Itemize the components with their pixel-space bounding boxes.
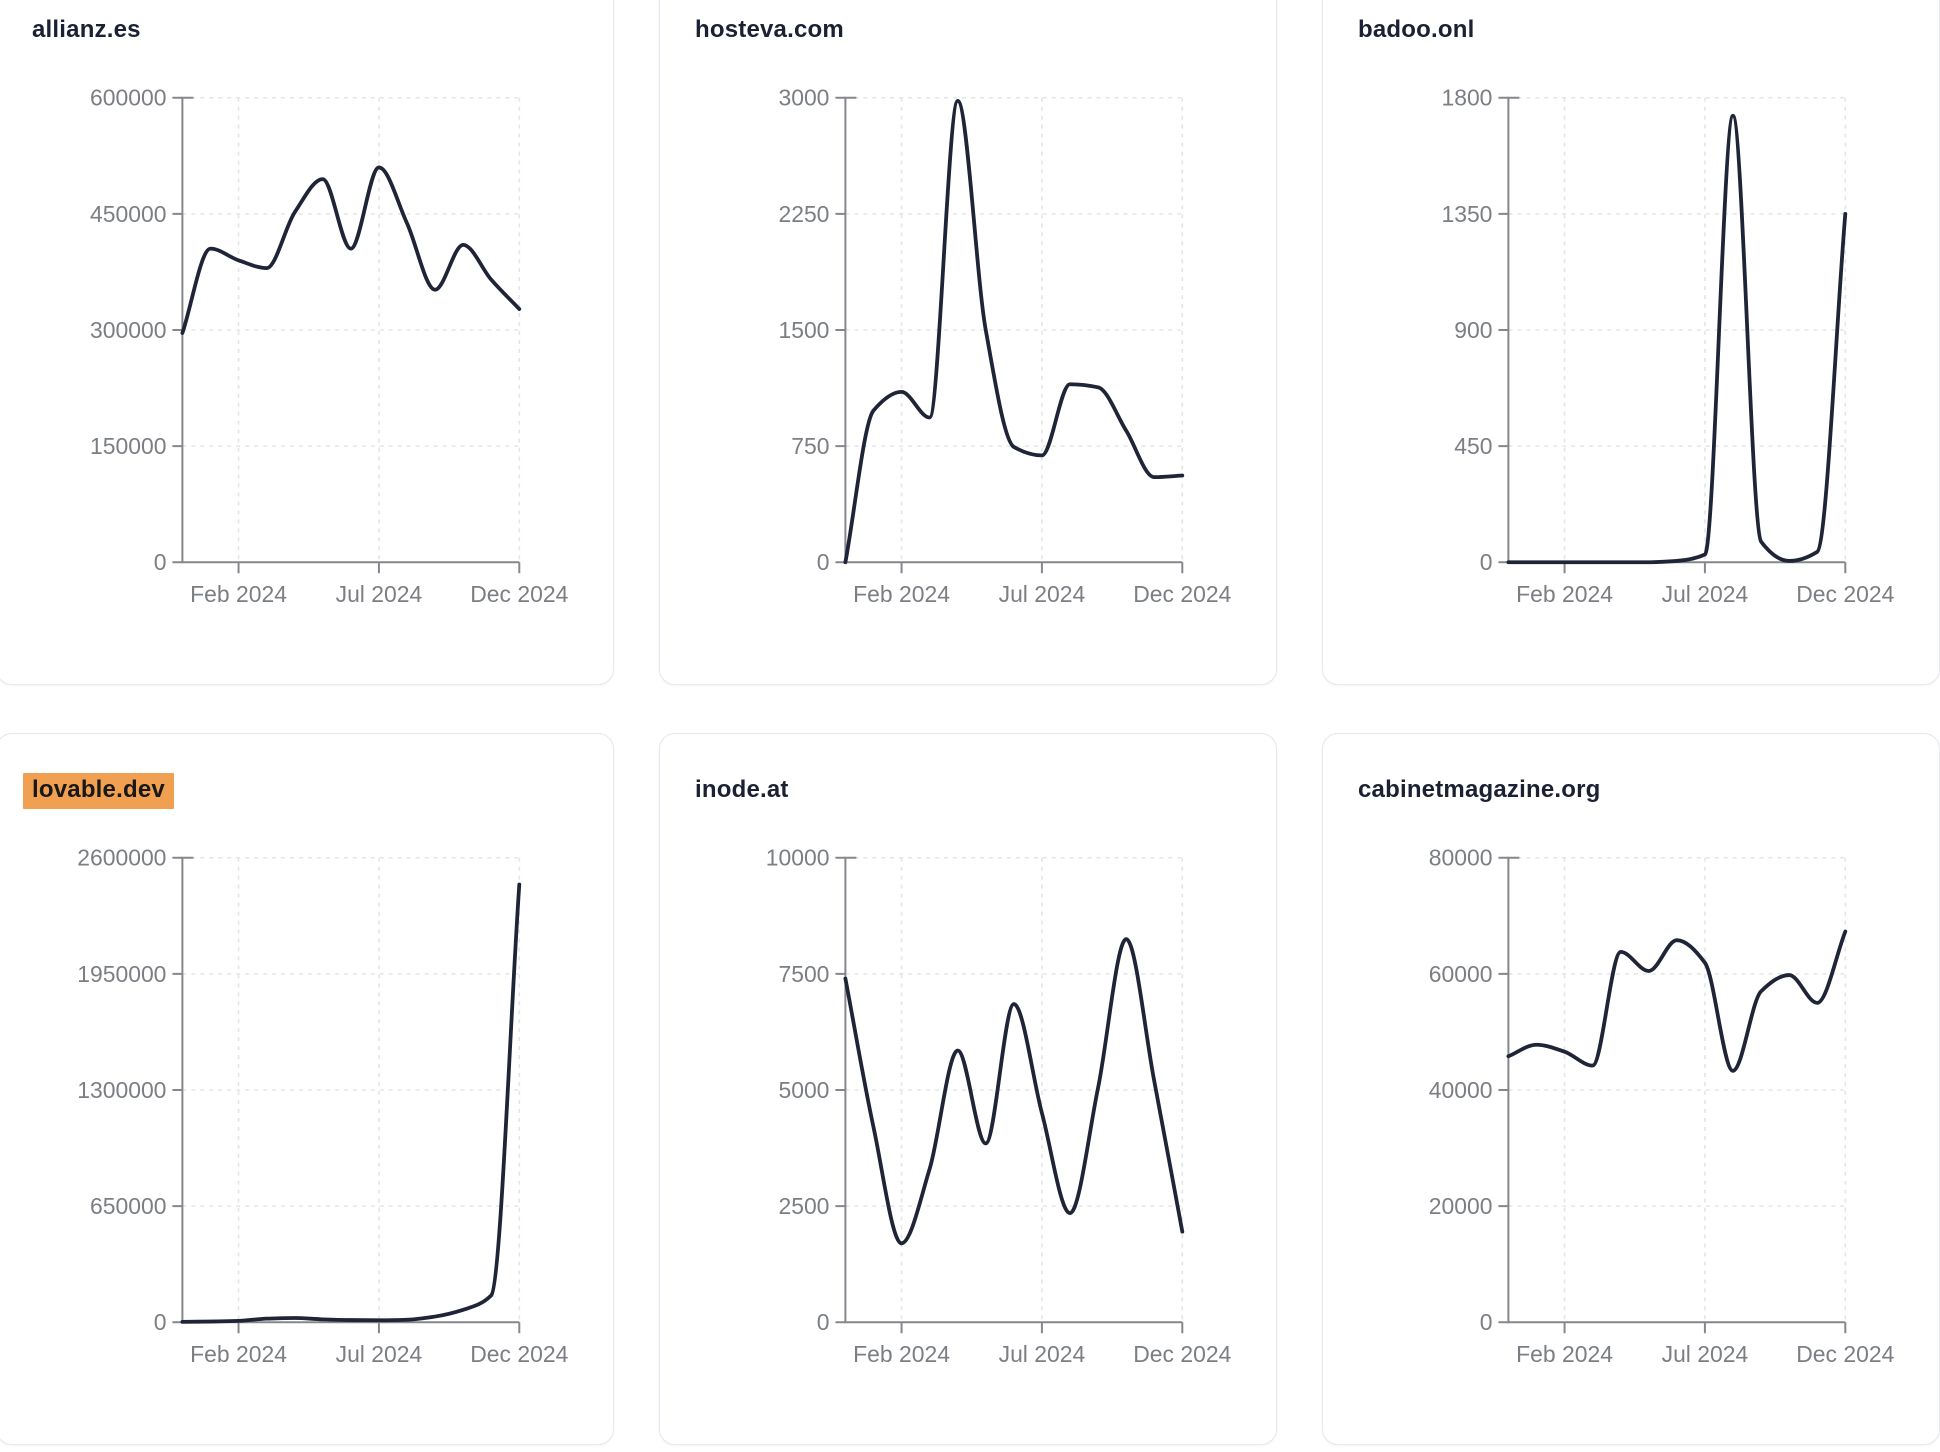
domain-title: allianz.es xyxy=(32,16,141,44)
svg-text:0: 0 xyxy=(154,1309,167,1335)
domain-card-lovable-dev[interactable]: lovable.dev 0 650000 1300000 1950000 2600000… xyxy=(0,733,614,1445)
svg-text:0: 0 xyxy=(1480,549,1493,575)
svg-text:450000: 450000 xyxy=(90,201,166,227)
svg-text:450: 450 xyxy=(1454,433,1492,459)
svg-text:Feb 2024: Feb 2024 xyxy=(853,1341,950,1367)
svg-text:2500: 2500 xyxy=(778,1193,829,1219)
svg-text:1950000: 1950000 xyxy=(77,961,166,987)
domain-title-text: inode.at xyxy=(695,776,789,803)
domain-card-inode-at[interactable]: inode.at 0 2500 5000 7500 10000 Feb 2024 Jul 2… xyxy=(659,733,1277,1445)
svg-text:Jul 2024: Jul 2024 xyxy=(999,1341,1086,1367)
svg-text:600000: 600000 xyxy=(90,85,166,111)
svg-text:10000: 10000 xyxy=(766,845,830,871)
svg-text:1300000: 1300000 xyxy=(77,1077,166,1103)
svg-text:Dec 2024: Dec 2024 xyxy=(1796,1341,1894,1367)
svg-text:Feb 2024: Feb 2024 xyxy=(853,581,950,607)
svg-text:0: 0 xyxy=(1480,1309,1493,1335)
domain-title-text: hosteva.com xyxy=(695,16,844,43)
svg-text:5000: 5000 xyxy=(778,1077,829,1103)
svg-text:Jul 2024: Jul 2024 xyxy=(999,581,1086,607)
svg-text:0: 0 xyxy=(817,1309,830,1335)
svg-text:Jul 2024: Jul 2024 xyxy=(1662,581,1749,607)
svg-text:1800: 1800 xyxy=(1441,85,1492,111)
svg-text:650000: 650000 xyxy=(90,1193,166,1219)
traffic-line-chart: 0 750 1500 2250 3000 Feb 2024 Jul 2024 Dec 2024 xyxy=(778,85,1231,607)
svg-text:Jul 2024: Jul 2024 xyxy=(336,581,423,607)
domain-title-text: badoo.onl xyxy=(1358,16,1475,43)
domain-title: lovable.dev xyxy=(23,773,174,809)
svg-text:2600000: 2600000 xyxy=(77,845,166,871)
domain-card-badoo-onl[interactable]: badoo.onl 0 450 900 1350 1800 Feb 2024 Jul 202… xyxy=(1322,0,1940,685)
svg-text:Jul 2024: Jul 2024 xyxy=(1662,1341,1749,1367)
svg-text:20000: 20000 xyxy=(1429,1193,1493,1219)
svg-text:Feb 2024: Feb 2024 xyxy=(1516,581,1613,607)
svg-text:1350: 1350 xyxy=(1441,201,1492,227)
traffic-line-chart: 0 20000 40000 60000 80000 Feb 2024 Jul 2024 Dec… xyxy=(1429,845,1895,1367)
svg-text:Jul 2024: Jul 2024 xyxy=(336,1341,423,1367)
svg-text:1500: 1500 xyxy=(778,317,829,343)
domain-title-text-highlighted: lovable.dev xyxy=(23,773,174,809)
traffic-line-chart: 0 450 900 1350 1800 Feb 2024 Jul 2024 Dec 2024 xyxy=(1441,85,1894,607)
svg-text:7500: 7500 xyxy=(778,961,829,987)
domain-title-text: cabinetmagazine.org xyxy=(1358,776,1601,803)
traffic-line-chart: 0 650000 1300000 1950000 2600000 Feb 2024 Jul … xyxy=(77,845,568,1367)
svg-text:Dec 2024: Dec 2024 xyxy=(1796,581,1894,607)
svg-text:3000: 3000 xyxy=(778,85,829,111)
svg-text:750: 750 xyxy=(791,433,829,459)
svg-text:Feb 2024: Feb 2024 xyxy=(1516,1341,1613,1367)
svg-text:60000: 60000 xyxy=(1429,961,1493,987)
domain-title: inode.at xyxy=(695,776,789,804)
svg-text:150000: 150000 xyxy=(90,433,166,459)
domain-card-hosteva-com[interactable]: hosteva.com 0 750 1500 2250 3000 Feb 2024 Jul … xyxy=(659,0,1277,685)
domain-title: cabinetmagazine.org xyxy=(1358,776,1601,804)
svg-text:Dec 2024: Dec 2024 xyxy=(1133,1341,1231,1367)
svg-text:Dec 2024: Dec 2024 xyxy=(470,1341,568,1367)
svg-text:Dec 2024: Dec 2024 xyxy=(1133,581,1231,607)
svg-text:Dec 2024: Dec 2024 xyxy=(470,581,568,607)
svg-text:2250: 2250 xyxy=(778,201,829,227)
svg-text:0: 0 xyxy=(154,549,167,575)
svg-text:Feb 2024: Feb 2024 xyxy=(190,581,287,607)
domain-title-text: allianz.es xyxy=(32,16,141,43)
domain-card-cabinetmagazine-org[interactable]: cabinetmagazine.org 0 20000 40000 60000 8000… xyxy=(1322,733,1940,1445)
domain-title: hosteva.com xyxy=(695,16,844,44)
traffic-line-chart: 0 150000 300000 450000 600000 Feb 2024 Jul 202… xyxy=(90,85,569,607)
svg-text:80000: 80000 xyxy=(1429,845,1493,871)
svg-text:900: 900 xyxy=(1454,317,1492,343)
svg-text:0: 0 xyxy=(817,549,830,575)
domain-card-allianz-es[interactable]: allianz.es 0 150000 300000 450000 600000 Feb … xyxy=(0,0,614,685)
traffic-line-chart: 0 2500 5000 7500 10000 Feb 2024 Jul 2024 Dec 20… xyxy=(766,845,1232,1367)
svg-text:40000: 40000 xyxy=(1429,1077,1493,1103)
svg-text:300000: 300000 xyxy=(90,317,166,343)
domain-title: badoo.onl xyxy=(1358,16,1474,44)
svg-text:Feb 2024: Feb 2024 xyxy=(190,1341,287,1367)
